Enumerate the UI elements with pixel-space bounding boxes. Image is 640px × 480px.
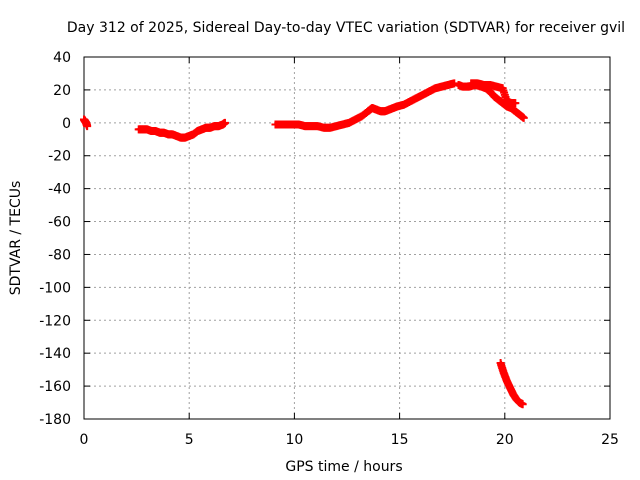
data-point xyxy=(519,113,528,122)
y-tick-label: -140 xyxy=(39,346,71,362)
x-axis-label: GPS time / hours xyxy=(285,459,402,475)
data-point xyxy=(518,400,527,409)
y-tick-label: 20 xyxy=(53,83,71,99)
y-tick-label: -160 xyxy=(39,379,71,395)
y-tick-label: -120 xyxy=(39,313,71,329)
y-tick-label: -20 xyxy=(48,149,71,165)
x-tick-label: 0 xyxy=(80,432,89,448)
grid-lines xyxy=(84,57,610,419)
y-tick-label: 40 xyxy=(53,50,71,66)
series-segment-3 xyxy=(271,79,459,132)
y-axis-label: SDTVAR / TECUs xyxy=(8,181,24,296)
plot-frame xyxy=(83,56,611,420)
y-tick-label: -40 xyxy=(48,182,71,198)
data-point xyxy=(83,122,92,131)
data-points xyxy=(80,79,528,409)
series-segment-2 xyxy=(134,118,229,142)
data-point xyxy=(511,99,520,108)
y-tick-label: 0 xyxy=(62,116,71,132)
y-tick-label: -80 xyxy=(48,247,71,263)
axis-ticks: 0 5 10 15 20 25 40 20 0 -20 -40 -60 -80 -100 -120 -140 -… xyxy=(39,50,619,448)
y-tick-label: -60 xyxy=(48,215,71,231)
x-tick-label: 10 xyxy=(285,432,303,448)
y-tick-label: -180 xyxy=(39,412,71,428)
y-tick-label: -100 xyxy=(39,280,71,296)
series-segment-6 xyxy=(496,359,527,409)
x-tick-label: 20 xyxy=(496,432,514,448)
series-segment-5 xyxy=(467,79,520,108)
chart-title: Day 312 of 2025, Sidereal Day-to-day VTE… xyxy=(67,20,625,36)
x-tick-label: 15 xyxy=(391,432,409,448)
data-point xyxy=(450,79,459,88)
series-segment-1 xyxy=(80,115,92,131)
x-tick-label: 25 xyxy=(601,432,619,448)
x-tick-label: 5 xyxy=(185,432,194,448)
data-point xyxy=(220,118,229,127)
